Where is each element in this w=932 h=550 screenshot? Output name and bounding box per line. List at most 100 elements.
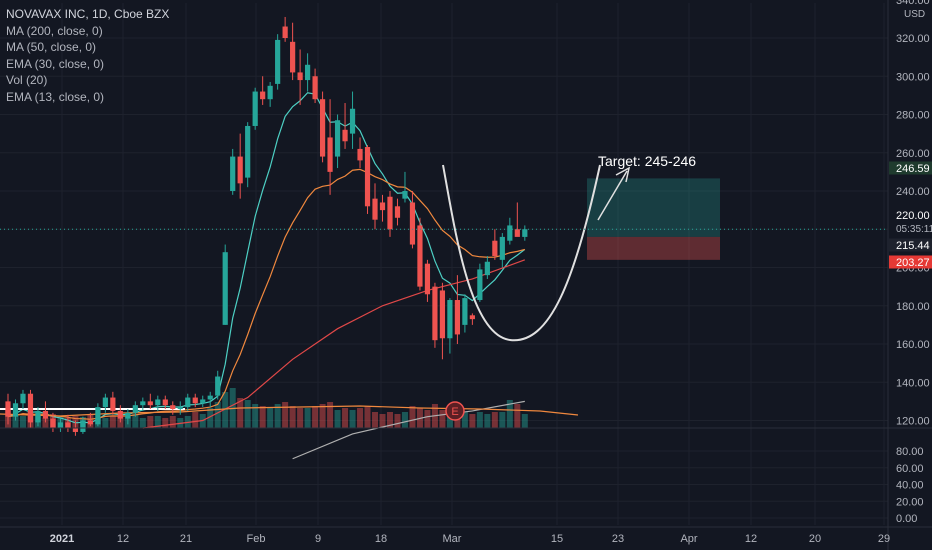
candle-body xyxy=(185,397,191,408)
candle-body xyxy=(12,403,19,417)
candle-body xyxy=(454,300,460,335)
cup-curve xyxy=(442,164,601,342)
volume-bar xyxy=(394,414,401,428)
earnings-label: E xyxy=(451,406,458,418)
volume-bar xyxy=(222,392,229,428)
candle-body xyxy=(117,410,123,419)
volume-bar xyxy=(192,412,199,428)
candle-body xyxy=(522,229,528,237)
candle-body xyxy=(424,263,431,295)
candle-body xyxy=(125,412,131,419)
volume-tick: 0.00 xyxy=(896,513,917,525)
time-tick: 20 xyxy=(809,533,821,545)
chart-legend: NOVAVAX INC, 1D, Cboe BZX MA (200, close… xyxy=(6,6,169,105)
indicator-ma50[interactable]: MA (50, close, 0) xyxy=(6,40,97,54)
price-tick: 240.00 xyxy=(896,186,930,198)
ma-price-label: 203.27 xyxy=(896,257,930,269)
ema30-line xyxy=(7,168,525,420)
volume-bar xyxy=(139,418,146,428)
candle-body xyxy=(409,202,416,245)
volume-bar xyxy=(484,414,491,428)
indicator-vol[interactable]: Vol (20) xyxy=(6,73,48,87)
price-tick: 320.00 xyxy=(896,33,930,45)
volume-bar xyxy=(386,412,393,428)
candle-body xyxy=(35,410,41,423)
volume-bar xyxy=(214,402,221,428)
volume-bar xyxy=(357,408,364,428)
candle-body xyxy=(312,76,318,100)
candle-body xyxy=(275,39,281,84)
indicator-ma200[interactable]: MA (200, close, 0) xyxy=(6,23,103,38)
volume-bar xyxy=(169,416,176,428)
symbol-title[interactable]: NOVAVAX INC, 1D, Cboe BZX xyxy=(6,7,170,21)
volume-bar xyxy=(244,400,251,428)
candle-body xyxy=(230,156,236,191)
time-tick: 15 xyxy=(551,533,563,545)
candle-body xyxy=(5,401,11,417)
candle-body xyxy=(267,85,273,100)
volume-bar xyxy=(506,400,513,428)
volume-bar xyxy=(289,406,296,428)
candle-body xyxy=(65,422,71,429)
candle-body xyxy=(507,225,513,241)
candle-body xyxy=(290,41,296,73)
time-tick: 29 xyxy=(878,533,890,545)
time-tick: 21 xyxy=(180,533,192,545)
volume-bar xyxy=(304,408,311,428)
candle-body xyxy=(27,393,34,423)
volume-bar xyxy=(297,408,304,428)
candle-body xyxy=(102,397,108,408)
moving-average-lines xyxy=(0,92,579,460)
candle-body xyxy=(110,397,116,411)
candle-body xyxy=(155,399,161,406)
volume-bar xyxy=(274,404,281,428)
candlesticks xyxy=(5,16,528,436)
ema-price-label-bg xyxy=(889,238,932,252)
volume-bar xyxy=(282,402,289,428)
time-tick: Apr xyxy=(680,533,697,545)
volume-bar xyxy=(252,404,259,428)
ma-price-label-bg xyxy=(889,255,932,269)
target-price-label-bg xyxy=(889,161,932,175)
candle-body xyxy=(252,91,258,126)
arrow-head xyxy=(615,166,631,183)
price-tick: 260.00 xyxy=(896,148,930,160)
candle-body xyxy=(297,72,303,81)
volume-bar xyxy=(424,410,431,428)
candle-body xyxy=(140,401,146,406)
volume-bar xyxy=(147,416,154,428)
time-tick: 12 xyxy=(745,533,757,545)
candle-body xyxy=(72,428,79,432)
candle-body xyxy=(260,91,266,100)
candle-body xyxy=(87,420,93,425)
price-tick: 160.00 xyxy=(896,339,930,351)
volume-bar xyxy=(364,406,371,428)
price-tick: 180.00 xyxy=(896,301,930,313)
volume-bar xyxy=(259,406,266,428)
volume-bar xyxy=(327,402,334,428)
candle-body xyxy=(177,407,183,410)
candle-body xyxy=(237,156,243,184)
volume-bar xyxy=(476,412,483,428)
candle-body xyxy=(432,286,438,341)
candle-body xyxy=(334,120,341,157)
indicator-ema13[interactable]: EMA (13, close, 0) xyxy=(6,89,105,104)
indicator-ema30[interactable]: EMA (30, close, 0) xyxy=(6,56,105,71)
candle-body xyxy=(192,397,198,404)
current-price-label: 220.00 xyxy=(896,210,930,222)
candle-body xyxy=(349,108,356,134)
volume-bar xyxy=(514,404,521,428)
price-tick: 280.00 xyxy=(896,110,930,122)
candle-body xyxy=(207,395,213,400)
volume-bar xyxy=(207,408,214,428)
candle-body xyxy=(80,420,86,432)
price-tick: 120.00 xyxy=(896,416,930,428)
candle-body xyxy=(20,393,26,404)
volume-bar xyxy=(342,408,349,428)
volume-bar xyxy=(491,412,498,428)
candle-body xyxy=(357,148,363,161)
candle-body xyxy=(484,261,490,276)
candle-body xyxy=(462,298,468,325)
target-price-label: 246.59 xyxy=(896,163,930,175)
